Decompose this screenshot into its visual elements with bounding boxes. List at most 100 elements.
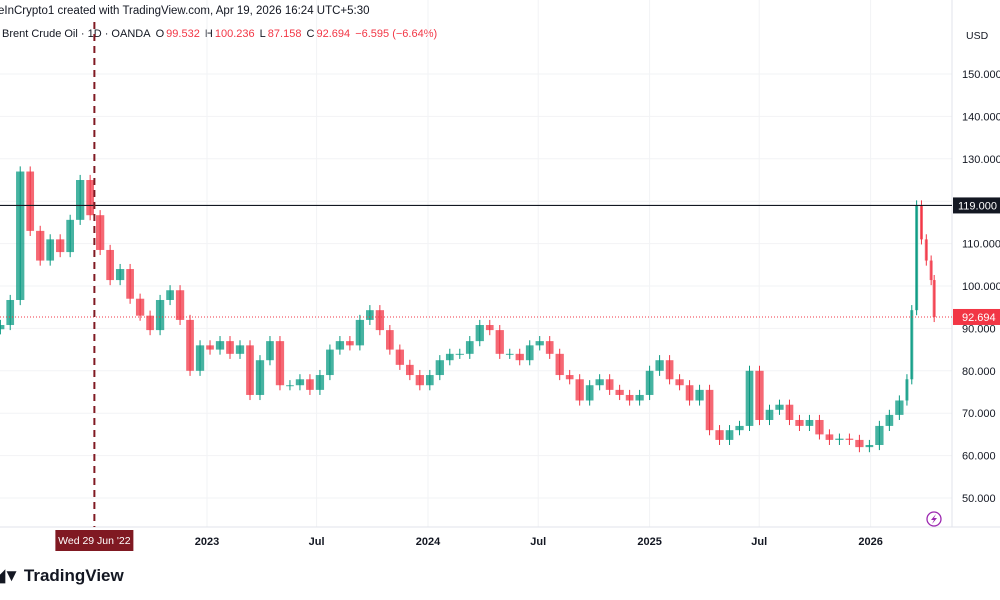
candle-body [175,290,185,320]
candle [405,359,414,381]
candle [235,340,245,359]
candle-body [485,325,494,331]
candle-body [929,260,933,281]
candle-body [286,385,294,387]
candle [685,380,694,406]
candle-body [555,353,564,376]
candle [715,425,724,445]
candle-body [76,180,85,220]
candle [635,389,644,406]
candle-body [95,215,105,250]
candle-body [705,389,714,431]
high-value: 100.236 [214,28,255,40]
candle-body [246,345,254,395]
candle-body [755,370,764,420]
candle [745,365,754,432]
candle-body [695,389,704,401]
candle-body [875,425,884,445]
candle [226,336,234,359]
candle [36,225,45,266]
candle-body [685,385,694,401]
candle [835,433,844,445]
price-tick-label: 60.000 [962,451,996,463]
candle-body [146,315,154,331]
candle-body [545,341,554,354]
candle-body [675,379,684,386]
candle-body [445,353,454,361]
candle-body [6,299,15,326]
candle-body [775,404,784,410]
candle-body [905,379,909,401]
candle [919,200,923,245]
candle [545,336,554,359]
candle-body [615,389,624,395]
price-tick-label: 150.000 [962,69,1000,81]
price-tick-label: 70.000 [962,408,996,420]
candle-body [186,319,194,371]
currency-label[interactable]: USD [966,30,989,42]
time-tick-label: Jul [751,536,767,548]
candle [735,420,744,436]
candle [755,365,764,426]
candle [495,325,504,359]
close-label: C [306,28,315,40]
candle [425,369,434,391]
candle-body [415,375,424,386]
crosshair-date-bg [55,530,134,551]
candle [395,344,404,370]
candle [465,336,474,359]
candle [386,325,394,355]
candle [775,399,784,415]
candle-body [855,439,864,448]
candle [865,439,874,453]
time-tick-label: Jul [309,536,325,548]
candle-body [655,360,664,371]
crosshair-date-label: Wed 29 Jun '22 [58,535,131,547]
candle [206,340,214,355]
candle [26,166,35,236]
candle-body [665,360,674,380]
candle [815,414,824,440]
candle-body [575,379,584,401]
candle [186,314,194,376]
candle [66,214,75,258]
horizontal-line-label-bg [953,197,1000,214]
lightning-icon[interactable] [926,511,942,527]
candle [0,319,5,335]
symbol-name[interactable]: Brent Crude Oil · 1D · OANDA [2,28,151,40]
candle [595,374,604,391]
candle [785,399,794,426]
candle [855,434,864,453]
candle-body [535,341,544,346]
candle [346,336,354,351]
candle-body [765,409,774,420]
candle [255,355,265,401]
candle-body [235,345,245,354]
brand-name: TradingView [23,566,124,585]
candle-body [275,341,285,386]
candle [555,348,564,381]
candle-body [155,299,165,331]
candle [535,336,544,351]
candle [286,380,294,391]
last-price-label-bg [953,308,1000,325]
candle-body [395,349,404,365]
candle [695,384,704,406]
low-value: 87.158 [267,28,302,40]
candle-body [745,370,754,426]
candle-body [355,319,365,346]
candle [166,285,174,306]
candle-body [455,353,464,355]
candle [675,374,684,391]
candle-body [495,330,504,354]
candle [445,348,454,366]
lightning-icon-bolt [931,514,937,524]
candle [6,294,15,331]
candle [605,374,614,395]
candle-body [585,385,594,401]
tradingview-logo-icon: ◢▼ [0,566,20,585]
candle-body [795,419,804,426]
candle-body [645,370,654,395]
candle-body [106,249,114,281]
